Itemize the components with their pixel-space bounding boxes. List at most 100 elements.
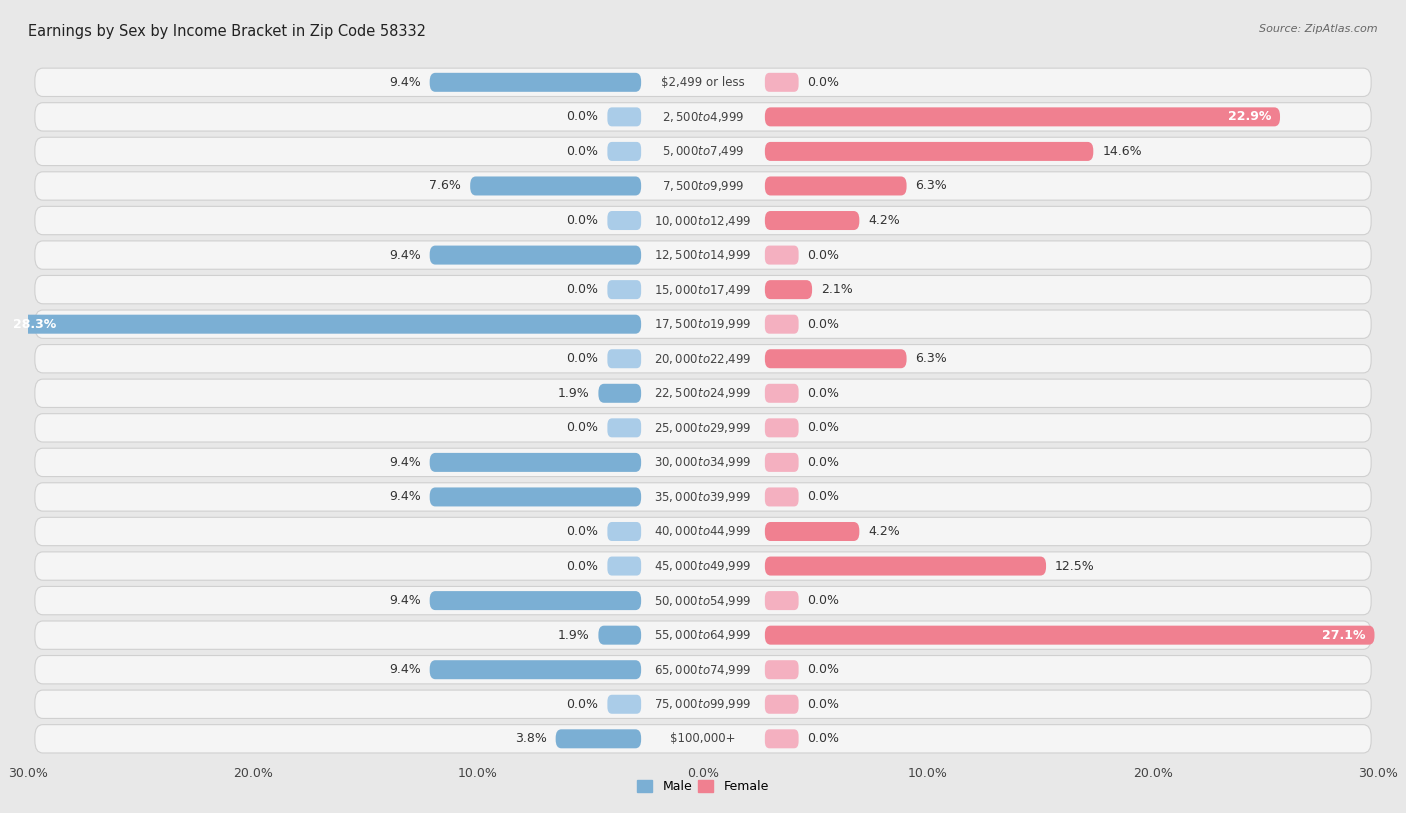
Text: 14.6%: 14.6%: [1102, 145, 1142, 158]
FancyBboxPatch shape: [35, 345, 1371, 373]
Text: 0.0%: 0.0%: [807, 249, 839, 262]
Text: $30,000 to $34,999: $30,000 to $34,999: [654, 455, 752, 469]
FancyBboxPatch shape: [35, 517, 1371, 546]
Text: 9.4%: 9.4%: [389, 594, 420, 607]
Text: $17,500 to $19,999: $17,500 to $19,999: [654, 317, 752, 331]
FancyBboxPatch shape: [35, 586, 1371, 615]
Text: 9.4%: 9.4%: [389, 663, 420, 676]
Text: 9.4%: 9.4%: [389, 490, 420, 503]
Text: 0.0%: 0.0%: [567, 698, 599, 711]
FancyBboxPatch shape: [4, 315, 641, 333]
FancyBboxPatch shape: [765, 280, 813, 299]
FancyBboxPatch shape: [35, 276, 1371, 304]
FancyBboxPatch shape: [765, 315, 799, 333]
Text: Source: ZipAtlas.com: Source: ZipAtlas.com: [1260, 24, 1378, 34]
Text: $75,000 to $99,999: $75,000 to $99,999: [654, 698, 752, 711]
FancyBboxPatch shape: [35, 241, 1371, 269]
Text: 0.0%: 0.0%: [807, 733, 839, 746]
FancyBboxPatch shape: [599, 626, 641, 645]
FancyBboxPatch shape: [35, 310, 1371, 338]
Text: $45,000 to $49,999: $45,000 to $49,999: [654, 559, 752, 573]
Text: 22.9%: 22.9%: [1227, 111, 1271, 124]
Text: 0.0%: 0.0%: [567, 145, 599, 158]
FancyBboxPatch shape: [430, 660, 641, 679]
Text: 0.0%: 0.0%: [567, 283, 599, 296]
Text: 3.8%: 3.8%: [515, 733, 547, 746]
Text: 0.0%: 0.0%: [807, 490, 839, 503]
FancyBboxPatch shape: [765, 591, 799, 610]
Text: $10,000 to $12,499: $10,000 to $12,499: [654, 214, 752, 228]
Text: 0.0%: 0.0%: [567, 525, 599, 538]
Text: $2,500 to $4,999: $2,500 to $4,999: [662, 110, 744, 124]
Text: $5,000 to $7,499: $5,000 to $7,499: [662, 145, 744, 159]
FancyBboxPatch shape: [430, 488, 641, 506]
FancyBboxPatch shape: [35, 414, 1371, 442]
FancyBboxPatch shape: [765, 246, 799, 264]
Text: 0.0%: 0.0%: [807, 663, 839, 676]
FancyBboxPatch shape: [35, 102, 1371, 131]
FancyBboxPatch shape: [607, 350, 641, 368]
Text: 7.6%: 7.6%: [429, 180, 461, 193]
FancyBboxPatch shape: [430, 591, 641, 610]
FancyBboxPatch shape: [607, 419, 641, 437]
FancyBboxPatch shape: [765, 142, 1094, 161]
FancyBboxPatch shape: [430, 453, 641, 472]
Text: 4.2%: 4.2%: [869, 214, 900, 227]
FancyBboxPatch shape: [35, 448, 1371, 476]
Text: $100,000+: $100,000+: [671, 733, 735, 746]
Text: $20,000 to $22,499: $20,000 to $22,499: [654, 352, 752, 366]
FancyBboxPatch shape: [765, 660, 799, 679]
FancyBboxPatch shape: [765, 522, 859, 541]
Text: 0.0%: 0.0%: [807, 594, 839, 607]
Text: 0.0%: 0.0%: [567, 421, 599, 434]
FancyBboxPatch shape: [35, 724, 1371, 753]
Text: $25,000 to $29,999: $25,000 to $29,999: [654, 421, 752, 435]
Text: $50,000 to $54,999: $50,000 to $54,999: [654, 593, 752, 607]
FancyBboxPatch shape: [35, 690, 1371, 719]
Text: $22,500 to $24,999: $22,500 to $24,999: [654, 386, 752, 400]
Text: 12.5%: 12.5%: [1054, 559, 1095, 572]
FancyBboxPatch shape: [35, 621, 1371, 650]
Text: 6.3%: 6.3%: [915, 180, 948, 193]
Text: 0.0%: 0.0%: [567, 559, 599, 572]
Text: 2.1%: 2.1%: [821, 283, 853, 296]
Text: 27.1%: 27.1%: [1322, 628, 1365, 641]
Legend: Male, Female: Male, Female: [633, 776, 773, 798]
FancyBboxPatch shape: [430, 73, 641, 92]
FancyBboxPatch shape: [765, 557, 1046, 576]
Text: 0.0%: 0.0%: [567, 352, 599, 365]
Text: $55,000 to $64,999: $55,000 to $64,999: [654, 628, 752, 642]
FancyBboxPatch shape: [765, 384, 799, 402]
Text: $35,000 to $39,999: $35,000 to $39,999: [654, 490, 752, 504]
Text: $7,500 to $9,999: $7,500 to $9,999: [662, 179, 744, 193]
FancyBboxPatch shape: [599, 384, 641, 402]
Text: $12,500 to $14,999: $12,500 to $14,999: [654, 248, 752, 262]
FancyBboxPatch shape: [765, 453, 799, 472]
Text: 0.0%: 0.0%: [807, 421, 839, 434]
FancyBboxPatch shape: [430, 246, 641, 264]
FancyBboxPatch shape: [35, 552, 1371, 580]
Text: 0.0%: 0.0%: [807, 318, 839, 331]
Text: 0.0%: 0.0%: [807, 76, 839, 89]
FancyBboxPatch shape: [765, 695, 799, 714]
Text: 9.4%: 9.4%: [389, 249, 420, 262]
Text: 9.4%: 9.4%: [389, 456, 420, 469]
Text: 4.2%: 4.2%: [869, 525, 900, 538]
FancyBboxPatch shape: [607, 522, 641, 541]
Text: 28.3%: 28.3%: [14, 318, 56, 331]
FancyBboxPatch shape: [607, 695, 641, 714]
FancyBboxPatch shape: [765, 107, 1279, 126]
Text: 0.0%: 0.0%: [807, 456, 839, 469]
Text: 0.0%: 0.0%: [567, 214, 599, 227]
FancyBboxPatch shape: [765, 211, 859, 230]
FancyBboxPatch shape: [35, 379, 1371, 407]
Text: 0.0%: 0.0%: [807, 698, 839, 711]
FancyBboxPatch shape: [765, 626, 1375, 645]
Text: 1.9%: 1.9%: [558, 628, 589, 641]
Text: 9.4%: 9.4%: [389, 76, 420, 89]
Text: $15,000 to $17,499: $15,000 to $17,499: [654, 283, 752, 297]
Text: Earnings by Sex by Income Bracket in Zip Code 58332: Earnings by Sex by Income Bracket in Zip…: [28, 24, 426, 39]
FancyBboxPatch shape: [765, 350, 907, 368]
Text: 0.0%: 0.0%: [567, 111, 599, 124]
Text: 0.0%: 0.0%: [807, 387, 839, 400]
